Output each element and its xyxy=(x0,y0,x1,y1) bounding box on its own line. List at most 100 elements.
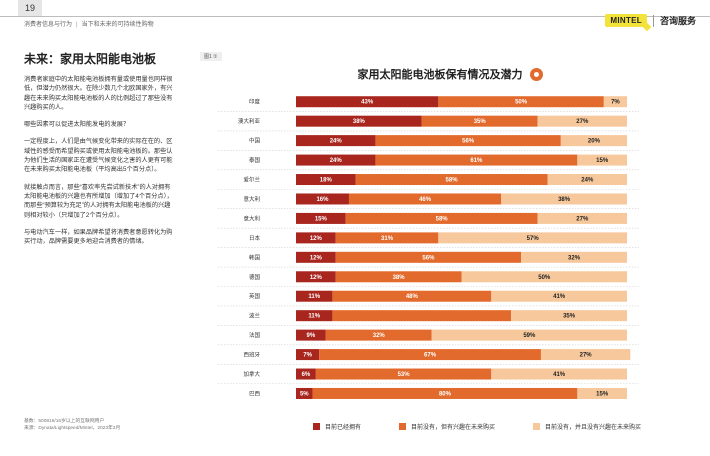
bar-segment[interactable] xyxy=(296,310,333,322)
bar-segment[interactable] xyxy=(296,329,326,341)
bar-value-label: 50% xyxy=(515,100,528,106)
bar-segment[interactable] xyxy=(335,232,439,244)
bar-value-label: 27% xyxy=(576,119,589,125)
bar-segment[interactable] xyxy=(603,96,627,108)
bar-segment[interactable] xyxy=(332,310,512,322)
bar-segment[interactable] xyxy=(521,251,627,263)
bar-segment[interactable] xyxy=(537,115,627,127)
bar-segment[interactable] xyxy=(332,290,492,302)
bar-value-label: 24% xyxy=(581,178,594,184)
bar-value-label: 50% xyxy=(538,275,551,281)
bar-segment[interactable] xyxy=(319,349,541,361)
bar-value-label: 20% xyxy=(588,139,601,145)
bar-value-label: 61% xyxy=(470,158,483,164)
bar-value-label: 56% xyxy=(462,139,475,145)
source-origin: 来源：Dynata/Lightspeed/Mintel，2023年3月 xyxy=(24,426,121,432)
bar-segment[interactable] xyxy=(501,193,627,205)
legend-label-not-interested: 目前没有，并且没有兴趣在未来购买 xyxy=(545,425,642,431)
bar-segment[interactable] xyxy=(296,174,356,186)
bar-segment[interactable] xyxy=(431,329,627,341)
bar-value-label: 16% xyxy=(316,197,329,203)
bar-value-label: 27% xyxy=(580,353,593,359)
bar-segment[interactable] xyxy=(491,290,627,302)
bar-value-label: 58% xyxy=(446,178,459,184)
bar-segment[interactable] xyxy=(296,290,333,302)
bar-segment[interactable] xyxy=(296,349,320,361)
legend-item-interested: 目前没有，但有兴趣在未来购买 xyxy=(399,422,495,431)
paragraph-3: 一定程度上，人们是由气候变化带来的实际在在的、区域性的感受而希望购买或使用太阳能… xyxy=(24,138,173,174)
bar-value-label: 11% xyxy=(308,294,320,300)
bar-value-label: 32% xyxy=(373,333,386,339)
bar-segment[interactable] xyxy=(375,154,578,166)
bar-segment[interactable] xyxy=(560,135,627,147)
chart-row: 意大利 16% 46% 38% xyxy=(218,193,639,209)
bar-value-label: 31% xyxy=(381,236,394,242)
source-note: 基数：500816/16岁以上的互联网用户 来源：Dynata/Lightspe… xyxy=(24,418,120,432)
source-base: 基数：500816/16岁以上的互联网用户 xyxy=(24,419,105,424)
bar-segment[interactable] xyxy=(577,154,627,166)
bar-segment[interactable] xyxy=(491,368,627,380)
bar-segment[interactable] xyxy=(296,271,336,283)
bar-value-label: 38% xyxy=(353,119,366,125)
category-label: 中国 xyxy=(249,137,261,145)
bar-segment[interactable] xyxy=(325,329,432,341)
legend-label-own: 目前已经拥有 xyxy=(325,425,362,431)
paragraph-4: 就接触点而言，那些“喜欢率先尝试新技术”的人对拥有太阳能电池板的兴趣也有所增加（… xyxy=(24,183,173,219)
bar-segment[interactable] xyxy=(345,212,538,224)
breadcrumb-section[interactable]: 消费者信息与行为 xyxy=(24,22,73,28)
bar-segment[interactable] xyxy=(577,387,627,399)
bar-segment[interactable] xyxy=(421,115,538,127)
brand: MINTEL 咨询服务 xyxy=(605,14,696,32)
bar-segment[interactable] xyxy=(348,193,502,205)
chart-legend: 目前已经拥有 目前没有，但有兴趣在未来购买 目前没有，并且没有兴趣在未来购买 xyxy=(313,422,641,431)
category-label: 意大利 xyxy=(243,195,260,203)
bar-value-label: 27% xyxy=(576,216,589,222)
category-label: 泰国 xyxy=(249,156,261,164)
bar-segment[interactable] xyxy=(296,251,336,263)
bar-segment[interactable] xyxy=(461,271,628,283)
breadcrumb-topic[interactable]: 当下和未来的可持续性购物 xyxy=(81,22,154,28)
bar-value-label: 24% xyxy=(330,158,343,164)
bar-segment[interactable] xyxy=(296,154,376,166)
bar-segment[interactable] xyxy=(355,174,548,186)
chart-row: 西班牙 7% 67% 27% xyxy=(218,349,639,365)
brand-label: 咨询服务 xyxy=(659,16,696,26)
bar-segment[interactable] xyxy=(296,193,349,205)
breadcrumb: 消费者信息与行为 | 当下和未来的可持续性购物 xyxy=(24,19,154,28)
bar-segment[interactable] xyxy=(335,271,462,283)
bar-segment[interactable] xyxy=(375,135,561,147)
chart-row: 爱尔兰 18% 58% 24% xyxy=(218,174,639,190)
bar-segment[interactable] xyxy=(296,212,346,224)
bar-segment[interactable] xyxy=(540,349,631,361)
bar-value-label: 15% xyxy=(596,391,609,397)
bar-segment[interactable] xyxy=(312,387,578,399)
bar-segment[interactable] xyxy=(296,232,336,244)
bar-segment[interactable] xyxy=(296,115,422,127)
bar-value-label: 15% xyxy=(596,158,609,164)
chart-row: 印度 43% 50% 7% xyxy=(218,96,639,112)
category-label: 韩国 xyxy=(249,253,261,261)
bar-segment[interactable] xyxy=(438,232,627,244)
category-label: 爱尔兰 xyxy=(243,176,260,184)
legend-swatch-interested xyxy=(399,423,407,430)
target-icon[interactable] xyxy=(529,67,543,81)
bar-segment[interactable] xyxy=(511,310,627,322)
bar-value-label: 12% xyxy=(310,255,323,261)
category-label: 法国 xyxy=(249,331,261,339)
bar-value-label: 46% xyxy=(419,197,432,203)
chart-row: 韩国 12% 56% 32% xyxy=(218,251,639,268)
chart-row: 中国 24% 56% 20% xyxy=(218,135,639,151)
chart-row: 意大利 15% 58% 27% xyxy=(218,212,639,229)
bar-segment[interactable] xyxy=(547,174,627,186)
bar-segment[interactable] xyxy=(537,212,627,224)
bar-segment[interactable] xyxy=(296,96,439,108)
bar-segment[interactable] xyxy=(296,135,376,147)
bar-segment[interactable] xyxy=(296,368,316,380)
bar-segment[interactable] xyxy=(315,368,492,380)
bar-segment[interactable] xyxy=(335,251,522,263)
bar-value-label: 35% xyxy=(563,314,576,320)
bar-segment[interactable] xyxy=(438,96,604,108)
bar-segment[interactable] xyxy=(296,387,313,399)
bar-value-label: 15% xyxy=(315,216,328,222)
bar-value-label: 59% xyxy=(523,333,536,339)
